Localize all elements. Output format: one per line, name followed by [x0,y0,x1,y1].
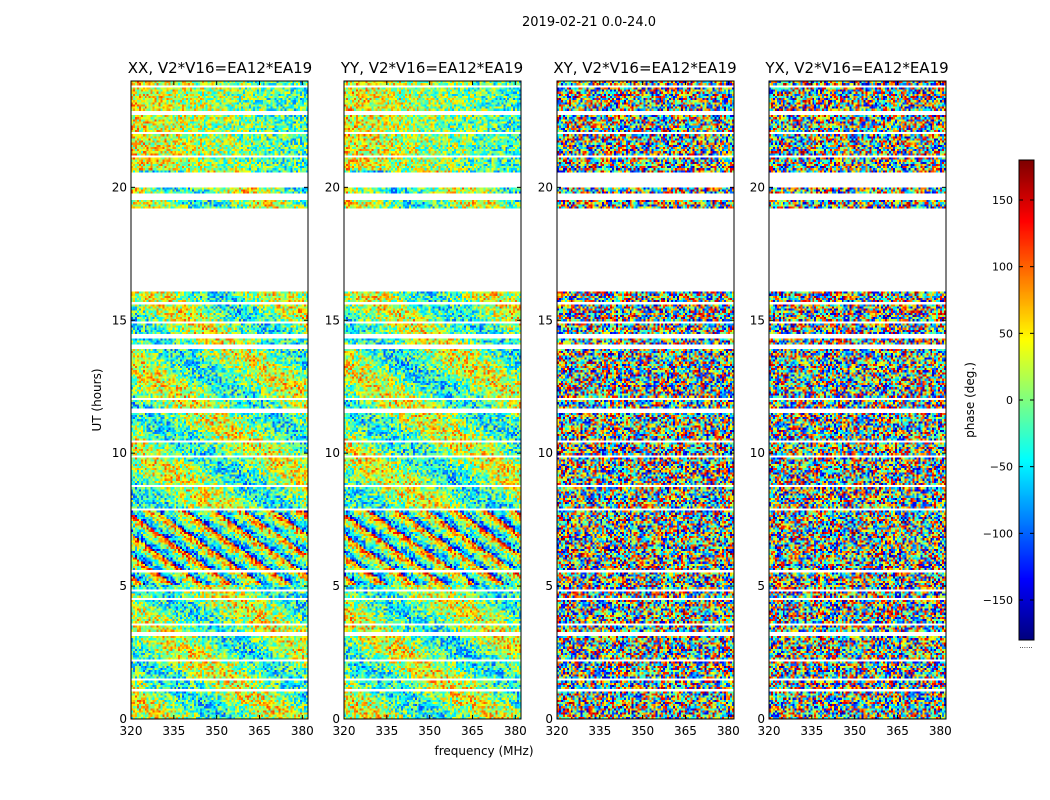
y-axis-label: UT (hours) [90,368,104,431]
y-tick-label: 10 [112,446,127,460]
y-tick-label: 5 [545,579,553,593]
colorbar-label: phase (deg.) [963,362,977,438]
x-tick-label: 380 [504,724,527,738]
heatmap-panel-yx [769,81,946,719]
heatmap-panel-xy [557,81,734,719]
x-tick-label: 350 [631,724,654,738]
x-tick-label: 335 [800,724,823,738]
x-tick-label: 335 [162,724,185,738]
axes-ticks: 320 335 350 365 380 0 5 10 15 20 320 335 350 365 380 0 5… [112,180,1013,738]
heatmap-panel-yy [344,81,521,719]
y-tick-label: 15 [538,313,553,327]
x-tick-label: 365 [886,724,909,738]
panel-title-xx: XX, V2*V16=EA12*EA19 [128,59,312,77]
y-tick-label: 20 [112,180,127,194]
x-tick-label: 380 [717,724,740,738]
y-tick-label: 0 [332,712,340,726]
x-tick-label: 350 [205,724,228,738]
colorbar-tick-label: 100 [992,261,1013,274]
x-tick-label: 320 [546,724,569,738]
colorbar-tick-label: −100 [983,527,1013,540]
colorbar [1019,160,1034,640]
y-tick-label: 10 [325,446,340,460]
y-tick-label: 10 [538,446,553,460]
x-tick-label: 320 [758,724,781,738]
x-tick-label: 350 [843,724,866,738]
panel-title-yx: YX, V2*V16=EA12*EA19 [764,59,948,77]
x-tick-label: 335 [375,724,398,738]
x-tick-label: 365 [674,724,697,738]
x-tick-label: 320 [333,724,356,738]
heatmap-panel-xx [131,81,308,719]
y-tick-label: 15 [112,313,127,327]
x-tick-label: 350 [418,724,441,738]
y-tick-label: 20 [750,180,765,194]
y-tick-label: 0 [119,712,127,726]
colorbar-tick-label: −50 [990,461,1013,474]
panel-title-xy: XY, V2*V16=EA12*EA19 [553,59,736,77]
y-tick-label: 20 [325,180,340,194]
figure-title: 2019-02-21 0.0-24.0 [522,15,656,30]
x-tick-label: 365 [461,724,484,738]
colorbar-tick-label: 50 [999,327,1013,340]
colorbar-dots: ...... [1019,642,1032,650]
colorbar-tick-label: 150 [992,194,1013,207]
y-tick-label: 15 [325,313,340,327]
colorbar-tick-label: 0 [1006,394,1013,407]
y-tick-label: 5 [757,579,765,593]
x-tick-label: 320 [120,724,143,738]
colorbar-tick-label: −150 [983,594,1013,607]
y-tick-label: 0 [545,712,553,726]
x-tick-label: 380 [929,724,952,738]
x-tick-label: 335 [588,724,611,738]
y-tick-label: 5 [332,579,340,593]
x-tick-label: 380 [291,724,314,738]
y-tick-label: 10 [750,446,765,460]
y-tick-label: 5 [119,579,127,593]
y-tick-label: 20 [538,180,553,194]
y-tick-label: 15 [750,313,765,327]
y-tick-label: 0 [757,712,765,726]
panel-title-yy: YY, V2*V16=EA12*EA19 [340,59,523,77]
x-axis-label: frequency (MHz) [434,744,533,758]
x-tick-label: 365 [248,724,271,738]
